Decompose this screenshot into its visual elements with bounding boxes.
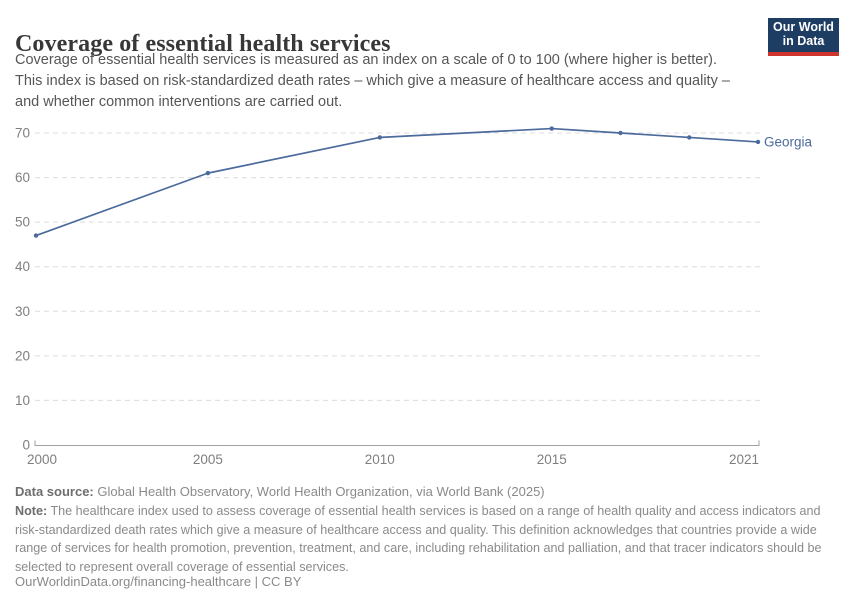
note-label: Note: bbox=[15, 504, 48, 518]
x-tick-label: 2010 bbox=[365, 452, 395, 467]
data-point bbox=[687, 135, 692, 140]
page-title: Coverage of essential health services bbox=[15, 31, 391, 58]
data-source-line: Data source: Global Health Observatory, … bbox=[15, 484, 839, 499]
line-chart: 0 10 20 30 40 50 60 70 2000 2005 2010 2015 2021 Georg… bbox=[15, 126, 813, 468]
data-point bbox=[33, 233, 39, 238]
chart-subtitle: Coverage of essential health services is… bbox=[15, 50, 760, 113]
y-tick-label: 10 bbox=[15, 393, 30, 408]
x-tick-label: 2000 bbox=[27, 452, 57, 467]
data-source-label: Data source: bbox=[15, 484, 94, 499]
x-tick-label: 2021 bbox=[729, 452, 759, 467]
y-tick-label: 30 bbox=[15, 304, 30, 319]
x-axis bbox=[34, 440, 760, 446]
series-line bbox=[35, 127, 759, 237]
data-source-text: Global Health Observatory, World Health … bbox=[93, 484, 545, 499]
data-point bbox=[755, 139, 761, 145]
y-tick-label: 40 bbox=[15, 259, 30, 274]
series-end-label[interactable]: Georgia bbox=[764, 134, 813, 149]
subtitle-line: This index is based on risk-standardized… bbox=[15, 73, 730, 89]
owid-logo[interactable]: Our World in Data bbox=[768, 18, 839, 56]
data-point bbox=[205, 170, 211, 176]
subtitle-line: Coverage of essential health services is… bbox=[15, 52, 718, 68]
note-text: The healthcare index used to assess cove… bbox=[15, 504, 822, 574]
y-tick-label: 20 bbox=[15, 348, 30, 363]
x-tick-label: 2015 bbox=[537, 452, 567, 467]
data-point bbox=[618, 130, 623, 136]
y-tick-label: 0 bbox=[22, 438, 30, 453]
data-point bbox=[377, 135, 383, 140]
y-tick-label: 70 bbox=[15, 126, 30, 141]
y-tick-label: 50 bbox=[15, 215, 30, 230]
subtitle-line: and whether common interventions are car… bbox=[15, 94, 343, 110]
note-line: Note: The healthcare index used to asses… bbox=[15, 502, 839, 576]
y-tick-label: 60 bbox=[15, 170, 30, 185]
x-tick-label: 2005 bbox=[193, 452, 223, 467]
owid-logo-text-line1: Our World bbox=[773, 20, 834, 34]
owid-logo-text-line2: in Data bbox=[782, 33, 825, 48]
citation-url[interactable]: OurWorldinData.org/financing-healthcare … bbox=[15, 574, 302, 589]
data-point bbox=[549, 126, 554, 131]
